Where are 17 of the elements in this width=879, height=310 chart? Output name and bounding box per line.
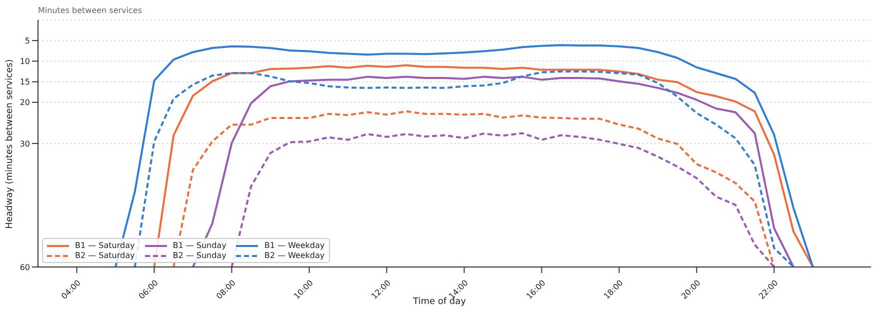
y-tick-label: 20 <box>20 98 30 108</box>
chart-title: Minutes between services <box>38 6 142 15</box>
y-tick-label: 15 <box>20 78 30 87</box>
legend-label: B2 — Weekday <box>264 251 325 260</box>
line-series <box>172 110 776 267</box>
line-series <box>230 132 776 267</box>
legend-label: B1 — Sunday <box>172 241 226 250</box>
legend-label: B1 — Saturday <box>75 241 135 250</box>
legend-label: B2 — Sunday <box>172 251 226 260</box>
legend-label: B2 — Saturday <box>75 251 135 260</box>
x-axis-title: Time of day <box>413 297 466 307</box>
y-tick-label: 5 <box>24 36 30 46</box>
y-tick-label: 30 <box>20 139 30 148</box>
y-axis-title: Headway (minutes between services) <box>5 58 15 228</box>
legend-label: B1 — Weekday <box>264 241 325 250</box>
y-tick-label: 10 <box>20 57 30 66</box>
y-tick-label: 60 <box>20 262 30 272</box>
